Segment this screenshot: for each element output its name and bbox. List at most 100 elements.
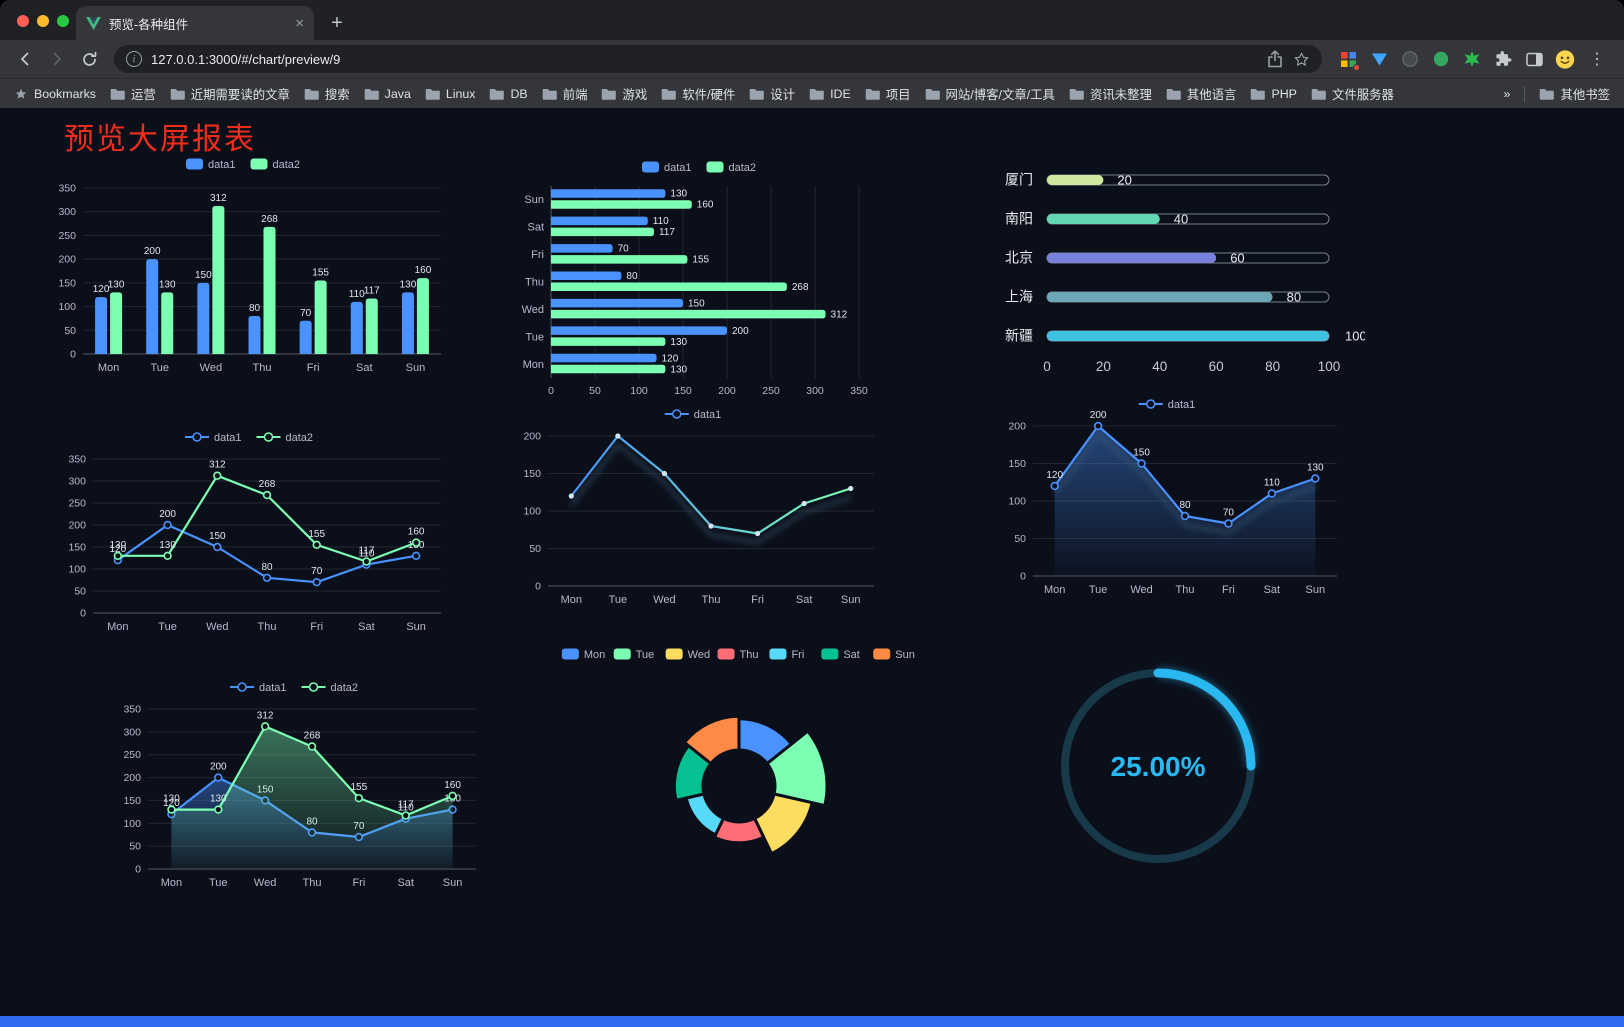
side-panel-icon[interactable] [1524,49,1544,69]
tab-favicon-icon [86,16,101,30]
bookmark-folder-label: 软件/硬件 [682,87,736,102]
browser-tab[interactable]: 预览-各种组件 × [76,6,314,40]
svg-text:130: 130 [670,364,687,375]
extension-star-icon[interactable] [1462,49,1482,69]
svg-text:300: 300 [806,385,824,397]
bookmark-folder-label: Linux [445,86,476,101]
svg-text:厦门: 厦门 [1005,172,1033,188]
svg-text:50: 50 [529,543,541,555]
bookmark-folder[interactable]: Linux [425,86,476,101]
svg-text:200: 200 [1090,410,1107,421]
bookmark-folder[interactable]: 近期需要读的文章 [170,85,290,103]
tab-close-icon[interactable]: × [295,14,304,32]
svg-text:Mon: Mon [1044,584,1065,596]
extensions-puzzle-icon[interactable] [1493,49,1513,69]
svg-text:312: 312 [210,193,227,204]
svg-text:Tue: Tue [609,594,628,606]
svg-text:130: 130 [670,337,687,348]
svg-text:Sat: Sat [356,362,373,374]
rose-donut-chart[interactable]: Mon Tue Wed Thu Fri Sat Sun [542,636,934,986]
new-tab-button[interactable]: + [331,11,343,34]
gauge-chart[interactable]: 25.00% [1040,646,1276,882]
close-window-button[interactable] [17,15,29,27]
svg-text:130: 130 [670,189,687,200]
bookmark-folder[interactable]: 设计 [749,85,795,103]
bookmark-folder[interactable]: 资讯未整理 [1069,85,1152,103]
svg-text:200: 200 [1008,421,1026,433]
bookmark-folder[interactable]: 搜索 [304,85,350,103]
back-button[interactable] [10,44,40,74]
extension-devtools-icon[interactable] [1369,49,1389,69]
extension-dark-circle-icon[interactable] [1400,49,1420,69]
bookmark-folder[interactable]: Java [364,87,411,101]
extension-grid-icon[interactable] [1338,49,1360,71]
svg-text:268: 268 [259,479,276,490]
folder-icon [304,89,319,100]
svg-text:Tue: Tue [150,362,169,374]
titlebar: 预览-各种组件 × + [0,0,1624,40]
forward-button[interactable] [42,44,72,74]
bookmark-folder-label: Java [384,86,411,101]
svg-text:200: 200 [523,431,541,443]
bookmarks-divider [1524,85,1526,102]
bookmark-star-icon[interactable] [1293,51,1310,68]
svg-text:Fri: Fri [751,594,764,606]
minimize-window-button[interactable] [37,15,49,27]
svg-text:北京: 北京 [1005,250,1033,266]
browser-menu-icon[interactable]: ⋮ [1589,51,1605,68]
other-bookmarks-folder[interactable]: 其他书签 [1539,85,1610,103]
two-series-line-chart[interactable]: data1 data2 0 50 100 150 200 250 300 350 Mon Tue Wed… [45,423,457,655]
svg-text:Fri: Fri [307,362,320,374]
bookmark-folder[interactable]: 游戏 [601,85,647,103]
svg-text:300: 300 [68,476,86,488]
two-series-area-chart[interactable]: data1 data2 0 50 100 150 200 250 300 350 Mon Tue Wed… [100,673,492,911]
bookmark-folder[interactable]: 软件/硬件 [661,85,735,103]
bookmarks-overflow-chevron[interactable]: » [1503,86,1511,101]
svg-text:新疆: 新疆 [1005,328,1033,344]
svg-text:350: 350 [68,454,86,466]
svg-text:Sun: Sun [406,621,426,633]
svg-text:155: 155 [312,267,329,278]
bookmark-folder[interactable]: 文件服务器 [1311,85,1394,103]
extension-green-circle-icon[interactable] [1431,49,1451,69]
svg-text:data2: data2 [729,162,757,174]
svg-text:110: 110 [358,549,374,560]
folder-icon [1251,89,1266,100]
svg-text:312: 312 [209,460,226,471]
svg-text:300: 300 [123,726,141,738]
svg-text:120: 120 [662,353,679,364]
svg-text:350: 350 [58,183,76,195]
window-controls [17,15,69,27]
bookmark-folder[interactable]: PHP [1250,87,1297,101]
svg-text:Sat: Sat [527,222,544,234]
svg-text:150: 150 [195,270,212,281]
bookmark-folder-label: 游戏 [622,87,648,102]
svg-text:50: 50 [129,841,141,853]
bookmark-folder[interactable]: 前端 [542,85,587,103]
bookmark-folder[interactable]: 运营 [110,85,156,103]
reload-button[interactable] [74,44,104,74]
bookmark-folder[interactable]: IDE [809,87,851,101]
progress-bar-chart[interactable]: 厦门 20 南阳 40 北京 60 上海 80 新疆 100 0 20 40 60 80 100 [985,158,1365,438]
bookmarks-primary[interactable]: Bookmarks [14,87,96,101]
address-bar[interactable]: i 127.0.0.1:3000/#/chart/preview/9 [114,45,1322,73]
horizontal-bar-chart[interactable]: data1 data2 0 50 100 150 200 250 300 350 Sun 130 160… [505,154,897,412]
svg-text:Thu: Thu [740,649,759,661]
bookmark-folder-label: 其他语言 [1186,87,1237,102]
zoom-window-button[interactable] [57,15,69,27]
grouped-bar-chart[interactable]: data1 data2 0 50 100 150 200 250 300 350 Mon Tue Wed… [35,150,455,400]
bookmark-folder[interactable]: 其他语言 [1166,85,1237,103]
bookmark-folder-label: 文件服务器 [1331,87,1394,102]
area-line-chart[interactable]: data1 0 50 100 150 200 Mon Tue Wed Thu Fri Sat Sun 12… [985,390,1353,618]
svg-text:80: 80 [1287,290,1301,305]
share-icon[interactable] [1267,50,1283,68]
bookmark-folder[interactable]: 网站/博客/文章/工具 [925,85,1055,103]
bookmark-folder[interactable]: DB [489,87,528,101]
bookmark-folder[interactable]: 项目 [865,85,911,103]
profile-avatar[interactable] [1555,49,1575,69]
gradient-line-chart[interactable]: data1 0 50 100 150 200 Mon Tue Wed Thu Fri Sat Sun [500,400,890,628]
site-info-icon[interactable]: i [126,51,142,67]
svg-text:Thu: Thu [1176,584,1195,596]
svg-text:Sat: Sat [358,621,375,633]
svg-text:data2: data2 [286,432,314,444]
